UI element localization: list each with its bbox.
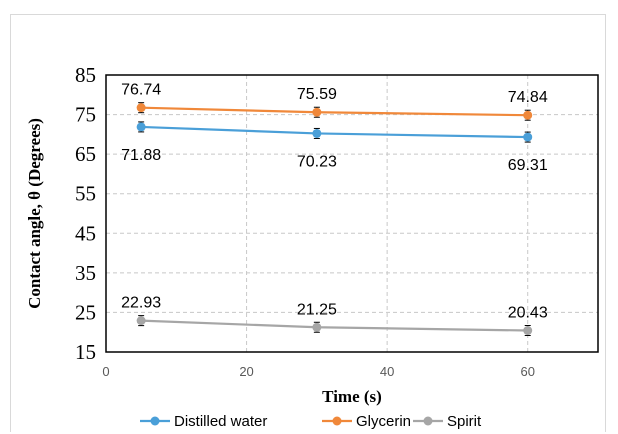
plot-area xyxy=(105,74,599,353)
x-tick-label: 40 xyxy=(380,364,394,379)
data-label: 71.88 xyxy=(121,147,161,164)
data-point xyxy=(136,103,146,113)
y-tick-label: 15 xyxy=(75,340,96,364)
x-tick-label: 20 xyxy=(239,364,253,379)
data-point xyxy=(312,322,322,332)
legend-entry: Glycerin xyxy=(356,413,411,430)
data-label-group: 71.88 70.23 69.31 76.74 75.59 74.84 22.93 21.25… xyxy=(121,82,548,322)
data-label: 74.84 xyxy=(508,89,548,106)
y-tick-label: 45 xyxy=(75,221,96,245)
chart-frame xyxy=(10,14,606,432)
y-tick-label: 85 xyxy=(75,63,96,87)
data-label: 21.25 xyxy=(297,301,337,318)
data-label: 75.59 xyxy=(297,86,337,103)
legend: Distilled water Glycerin Spirit xyxy=(140,413,482,430)
series-line-2 xyxy=(141,319,528,332)
data-point xyxy=(523,110,533,120)
series-line-0 xyxy=(141,125,528,139)
data-point xyxy=(523,132,533,142)
x-axis-title: Time (s) xyxy=(322,387,382,406)
x-tick-labels: 0 20 40 60 xyxy=(102,364,535,379)
legend-entry: Distilled water xyxy=(174,413,267,430)
data-label: 76.74 xyxy=(121,82,161,99)
legend-entry: Spirit xyxy=(447,413,482,430)
series-group xyxy=(136,102,533,337)
grid-lines xyxy=(106,75,598,352)
data-point xyxy=(136,316,146,326)
data-point xyxy=(312,107,322,117)
legend-marker xyxy=(332,416,342,426)
y-tick-label: 25 xyxy=(75,300,96,324)
legend-marker xyxy=(150,416,160,426)
data-label: 22.93 xyxy=(121,295,161,312)
data-point xyxy=(136,122,146,132)
data-label: 69.31 xyxy=(508,157,548,174)
y-tick-label: 65 xyxy=(75,142,96,166)
data-label: 20.43 xyxy=(508,305,548,322)
y-tick-label: 55 xyxy=(75,182,96,206)
x-tick-label: 60 xyxy=(520,364,534,379)
legend-marker xyxy=(423,416,433,426)
y-axis-title: Contact angle, θ (Degrees) xyxy=(25,118,44,309)
data-label: 70.23 xyxy=(297,153,337,170)
data-point xyxy=(523,326,533,336)
y-tick-label: 75 xyxy=(75,103,96,127)
x-tick-label: 0 xyxy=(102,364,109,379)
y-tick-labels: 85 75 65 55 45 35 25 15 xyxy=(75,63,96,364)
data-point xyxy=(312,128,322,138)
y-tick-label: 35 xyxy=(75,261,96,285)
